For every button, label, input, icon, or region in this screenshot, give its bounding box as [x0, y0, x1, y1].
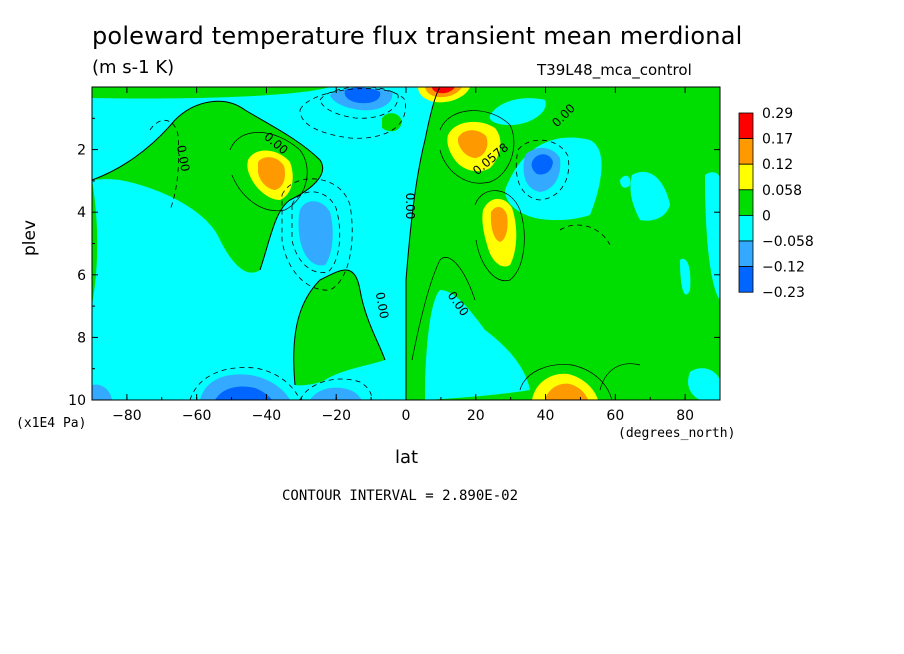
- legend-label: 0.17: [762, 132, 793, 148]
- region-nh-negative-d: [630, 171, 670, 221]
- x-tick-label: 40: [537, 408, 555, 424]
- region-sh-strong-neg-bottom: [215, 386, 272, 400]
- legend-color-box: [738, 189, 754, 216]
- y-tick-label: 10: [68, 393, 86, 409]
- region-sh-strong-neg-top: [344, 87, 381, 104]
- region-sh-negative-mid: [298, 201, 333, 266]
- contour-line-nh-pos-a: [439, 110, 515, 184]
- y-tick-label: 6: [77, 268, 86, 284]
- x-axis-units: (degrees_north): [618, 426, 736, 441]
- y-tick-label: 8: [77, 330, 86, 346]
- legend-label: −0.058: [762, 234, 814, 250]
- contour-dash-nh-mid: [515, 139, 570, 201]
- contour-line-sh-pos-a: [229, 132, 308, 212]
- chart-units: (m s-1 K): [92, 57, 175, 78]
- region-left-edge: [92, 180, 98, 305]
- region-sh-orange: [258, 157, 285, 190]
- x-tick-label: 20: [467, 408, 485, 424]
- region-nh-negative-e: [705, 172, 720, 300]
- contour-zero-line-sh-lower: [293, 269, 386, 386]
- contour-dash-sh-mid: [291, 191, 341, 273]
- legend-color-box: [738, 163, 754, 191]
- legend-label: 0.058: [762, 183, 802, 199]
- region-nh-negative-g: [620, 175, 631, 188]
- x-tick-label: −60: [182, 408, 212, 424]
- contour-zero-line-eq: [405, 87, 441, 400]
- x-tick-label: −40: [252, 408, 282, 424]
- region-nh-orange-b: [490, 206, 508, 242]
- contour-interval-label: CONTOUR INTERVAL = 2.890E-02: [282, 488, 519, 504]
- x-tick-label: −80: [112, 408, 142, 424]
- x-tick-label: 60: [606, 408, 624, 424]
- contour-dash-nh-right: [559, 224, 611, 246]
- contour-dash-sh-top-outer: [299, 88, 406, 139]
- contour-field: [92, 87, 720, 400]
- x-tick-label: 0: [402, 408, 411, 424]
- x-tick-label: −20: [321, 408, 351, 424]
- contour-label: 0.00: [373, 291, 391, 320]
- legend-label: −0.23: [762, 285, 805, 301]
- legend-color-box: [738, 240, 754, 268]
- legend-label: 0.29: [762, 106, 793, 122]
- contour-label: 0.00: [174, 144, 192, 173]
- region-sh-positive: [92, 101, 323, 273]
- chart-title: poleward temperature flux transient mean…: [92, 22, 743, 50]
- region-sh-negative-left: [92, 384, 112, 400]
- region-nh-negative-h: [688, 368, 720, 400]
- contour-line-nh-pos-d: [411, 257, 476, 361]
- y-axis-units: (x1E4 Pa): [16, 416, 87, 431]
- contour-line-nh-pos-b: [474, 190, 525, 282]
- x-axis-label: lat: [395, 447, 419, 468]
- region-nh-negative-a: [425, 290, 530, 400]
- contour-dash-sh-bottom: [189, 367, 301, 400]
- x-tick-label: 80: [676, 408, 694, 424]
- contour-dash-sh-bottom-b: [299, 378, 373, 400]
- x-axis: −80 −60 −40 −20 0 20 40 60 80: [91, 87, 721, 424]
- legend-color-box: [738, 214, 754, 242]
- region-top-left: [92, 87, 330, 99]
- y-axis: 2 4 6 8 10: [68, 117, 720, 409]
- contour-label: 0.00: [403, 193, 417, 220]
- region-eq-positive: [382, 113, 402, 132]
- legend-label: 0: [762, 208, 771, 224]
- contour-line-nh-pos-c: [519, 364, 613, 400]
- legend-color-box: [738, 112, 754, 140]
- region-sh-negative-bottom-b: [310, 387, 362, 400]
- legend-color-box: [738, 138, 754, 165]
- contour-dash-sh-mid-outer: [281, 178, 353, 291]
- region-nh-strong-neg: [531, 154, 553, 175]
- region-nh-negative-f: [680, 258, 691, 295]
- legend-label: 0.12: [762, 157, 793, 173]
- colorbar-legend: 0.29 0.17 0.12 0.058 0 −0.058 −0.12 −0.23: [738, 106, 814, 301]
- contour-zero-line-sh: [92, 100, 324, 271]
- region-nh-orange-bottom: [545, 383, 588, 400]
- region-nh-orange-a: [458, 130, 488, 158]
- contour-lines: [92, 87, 641, 400]
- dataset-label: T39L48_mca_control: [537, 61, 692, 79]
- legend-color-box: [738, 266, 754, 293]
- region-sh-lower-positive: [293, 270, 385, 386]
- y-tick-label: 4: [77, 205, 86, 221]
- contour-line-nh-pos-e: [599, 363, 641, 391]
- region-nh-negative-b: [489, 98, 546, 125]
- legend-label: −0.12: [762, 260, 805, 276]
- contour-dash-sh-left: [149, 120, 180, 211]
- y-tick-label: 2: [77, 143, 86, 159]
- negative-contour-lines: [149, 87, 611, 400]
